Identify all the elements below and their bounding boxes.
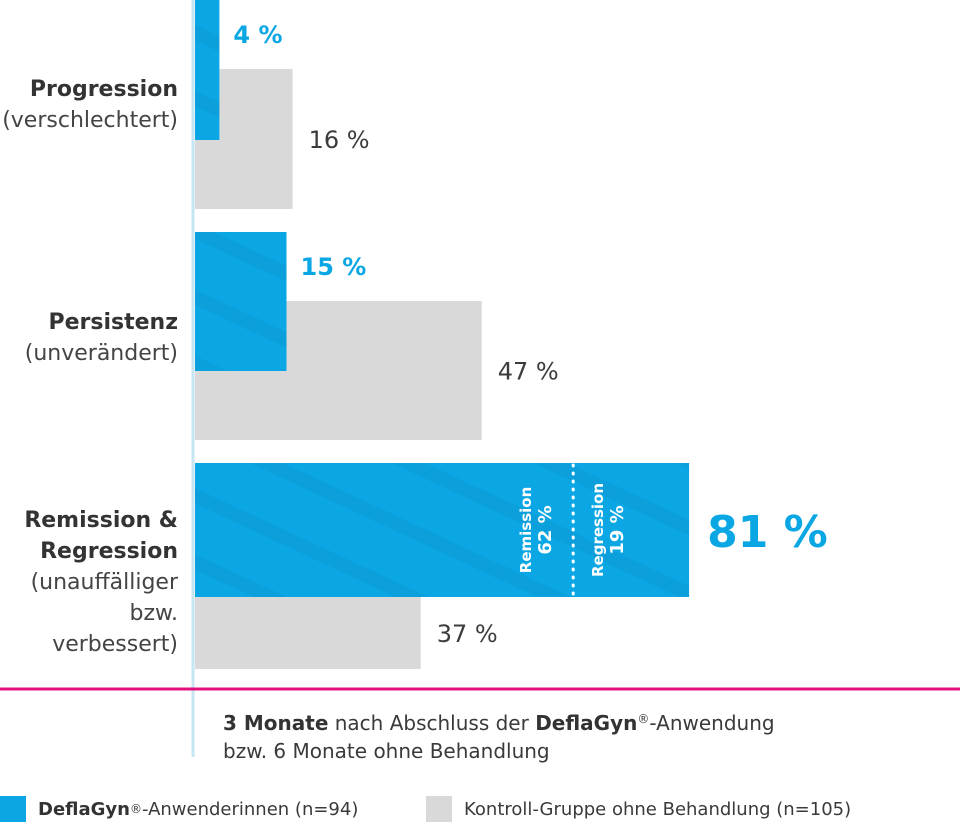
bar-deflagyn-0: [195, 0, 220, 140]
breakdown-part-0: Remission 62 %: [517, 487, 556, 573]
caption-duration: 3 Monate: [223, 711, 329, 735]
breakdown-label-0: Remission: [517, 487, 535, 573]
caption-text-end: -Anwendung: [649, 711, 775, 735]
category-sub-line2: bzw. verbessert): [52, 601, 178, 657]
legend-brand: DeflaGyn: [38, 798, 130, 820]
legend-item-control: Kontroll-Gruppe ohne Behandlung (n=105): [426, 791, 851, 827]
category-sub: (verschlechtert): [2, 108, 178, 133]
breakdown-label-1: Regression: [589, 483, 607, 577]
data-label-control-0: 16 %: [309, 126, 370, 154]
data-label-deflagyn-0: 4 %: [233, 21, 282, 49]
bar-deflagyn-2: [195, 463, 690, 597]
category-label-progression: Progression (verschlechtert): [2, 74, 178, 136]
bar-control-2: [195, 597, 421, 669]
category-name-line2: Regression: [40, 539, 178, 564]
category-name-line1: Remission &: [24, 508, 178, 533]
bar-deflagyn-1: [195, 232, 287, 371]
legend-reg-mark: ®: [129, 802, 142, 816]
breakdown-part-1: Regression 19 %: [589, 483, 628, 577]
time-caption: 3 Monate nach Abschluss der DeflaGyn®-An…: [223, 705, 775, 765]
legend-text: -Anwenderinnen (n=94): [141, 798, 359, 820]
caption-brand: DeflaGyn: [535, 711, 638, 735]
data-label-deflagyn-2: 81 %: [707, 507, 828, 558]
caption-line2: bzw. 6 Monate ohne Behandlung: [223, 739, 550, 763]
data-label-control-1: 47 %: [498, 358, 559, 386]
category-label-persistenz: Persistenz (unverändert): [25, 307, 178, 369]
legend-swatch-blue: [0, 796, 26, 822]
data-label-control-2: 37 %: [437, 620, 498, 648]
category-name: Progression: [29, 77, 178, 102]
legend-item-deflagyn: DeflaGyn ® -Anwenderinnen (n=94): [0, 791, 358, 827]
category-label-remission-regression: Remission & Regression (unauffälliger bz…: [0, 505, 178, 660]
legend-swatch-grey: [426, 796, 452, 822]
category-name: Persistenz: [48, 310, 178, 335]
legend-text: Kontroll-Gruppe ohne Behandlung (n=105): [464, 798, 852, 820]
category-sub-line1: (unauffälliger: [30, 570, 178, 595]
data-label-deflagyn-1: 15 %: [301, 253, 367, 281]
category-sub: (unverändert): [24, 341, 178, 366]
caption-text: nach Abschluss der: [328, 711, 536, 735]
breakdown-value-1: 19 %: [607, 505, 628, 554]
caption-reg-mark: ®: [637, 712, 650, 726]
breakdown-value-0: 62 %: [535, 505, 556, 554]
